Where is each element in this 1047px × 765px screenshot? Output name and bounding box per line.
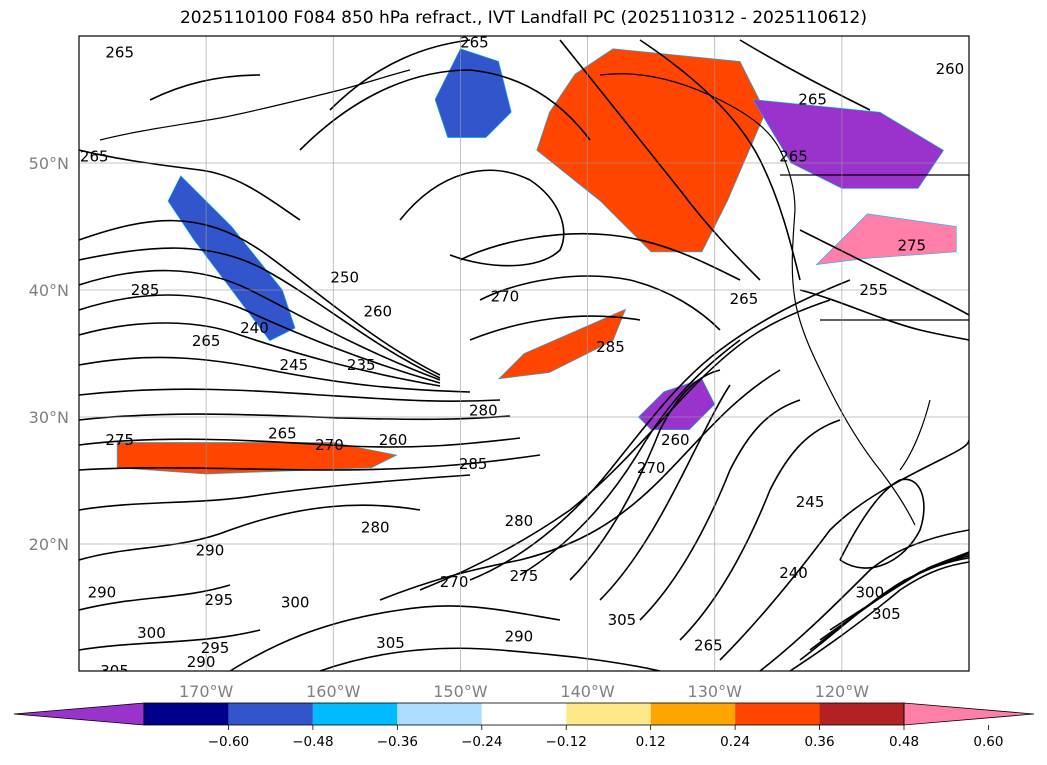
contour-label: 285 xyxy=(596,338,625,356)
colorbar-tick-label: 0.48 xyxy=(889,734,919,750)
colorbar-segment xyxy=(481,703,567,725)
longitude-tick-labels: 170°W 160°W 150°W 140°W 130°W 120°W xyxy=(179,682,869,701)
colorbar-tick-label: −0.24 xyxy=(461,734,502,750)
contour-label: 240 xyxy=(240,319,269,337)
lat-tick-label: 40°N xyxy=(29,281,69,300)
contour-label: 245 xyxy=(280,356,309,374)
colorbar-tick-label: 0.36 xyxy=(805,734,835,750)
lat-tick-label: 50°N xyxy=(29,154,69,173)
colorbar: −0.60 −0.48 −0.36 −0.24 −0.12 0.12 0.24 0.36 0.4… xyxy=(13,702,1035,750)
contour-label: 245 xyxy=(796,493,825,511)
contour-label: 270 xyxy=(637,459,666,477)
contour-label: 270 xyxy=(440,573,469,591)
shaded-region-west-coast-pink xyxy=(815,213,957,266)
contour-label: 300 xyxy=(137,624,166,642)
contour-label: 290 xyxy=(196,541,225,559)
contour-label: 260 xyxy=(363,303,392,321)
contour-label: 260 xyxy=(936,60,965,78)
colorbar-segment xyxy=(397,703,482,725)
colorbar-segment xyxy=(650,703,736,725)
contour-label: 260 xyxy=(379,431,408,449)
contour-label: 305 xyxy=(100,662,129,680)
contour-label: 265 xyxy=(105,44,134,62)
contour-label: 305 xyxy=(608,611,637,629)
coastline-layer xyxy=(99,69,969,526)
contour-label: 300 xyxy=(281,593,310,611)
colorbar-segment xyxy=(819,703,904,725)
contour-label: 280 xyxy=(505,512,534,530)
colorbar-segment xyxy=(228,703,313,725)
colorbar-segment xyxy=(144,703,229,725)
contour-label: 265 xyxy=(192,332,221,350)
lon-tick-label: 160°W xyxy=(306,682,361,701)
shaded-region-west-blue-band xyxy=(167,175,296,342)
contour-label: 275 xyxy=(510,567,539,585)
contour-label: 270 xyxy=(315,436,344,454)
colorbar-segment xyxy=(312,703,398,725)
contour-label: 265 xyxy=(730,290,759,308)
contour-label: 280 xyxy=(361,518,390,536)
colorbar-segment xyxy=(566,703,651,725)
contour-label: 305 xyxy=(376,634,405,652)
contour-label: 290 xyxy=(88,583,117,601)
contour-label: 265 xyxy=(694,637,723,655)
contour-label: 305 xyxy=(872,605,901,623)
shaded-region-north-pacific-orange xyxy=(536,48,766,253)
lon-tick-label: 130°W xyxy=(688,682,743,701)
contour-label: 240 xyxy=(779,564,808,582)
contour-label: 300 xyxy=(856,583,885,601)
contour-label: 265 xyxy=(460,33,489,51)
colorbar-tick-label: −0.60 xyxy=(208,734,249,750)
lat-tick-label: 20°N xyxy=(29,535,69,554)
colorbar-tick-label: 0.60 xyxy=(973,734,1003,750)
contour-label: 265 xyxy=(268,425,297,443)
lon-tick-label: 120°W xyxy=(815,682,870,701)
lon-tick-label: 150°W xyxy=(433,682,488,701)
contour-label: 265 xyxy=(798,91,827,109)
colorbar-frame xyxy=(143,702,905,726)
map-title: 2025110100 F084 850 hPa refract., IVT La… xyxy=(179,8,867,28)
colorbar-tick-label: −0.36 xyxy=(377,734,418,750)
colorbar-extend-high xyxy=(903,702,1035,726)
lon-tick-label: 170°W xyxy=(179,682,234,701)
contour-label: 235 xyxy=(347,356,376,374)
contour-label: 295 xyxy=(201,639,230,657)
lon-tick-label: 140°W xyxy=(560,682,615,701)
colorbar-tick-label: 0.12 xyxy=(636,734,666,750)
contour-label: 270 xyxy=(491,287,520,305)
contour-label: 285 xyxy=(459,455,488,473)
colorbar-segment xyxy=(735,703,820,725)
lat-tick-label: 30°N xyxy=(29,408,69,427)
contour-label: 275 xyxy=(105,431,134,449)
contour-label: 285 xyxy=(131,281,160,299)
contour-label: 290 xyxy=(187,653,216,671)
contour-label: 255 xyxy=(859,281,888,299)
latitude-tick-labels: 20°N 30°N 40°N 50°N xyxy=(29,154,69,554)
colorbar-extend-low xyxy=(13,702,145,726)
contour-label: 250 xyxy=(330,268,359,286)
contour-label: 265 xyxy=(80,148,109,166)
contour-label: 290 xyxy=(505,628,534,646)
contour-label: 265 xyxy=(779,148,808,166)
colorbar-tick-label: 0.24 xyxy=(720,734,750,750)
contour-label: 295 xyxy=(205,591,234,609)
colorbar-tick-label: −0.12 xyxy=(546,734,587,750)
contour-label: 275 xyxy=(897,237,926,255)
colorbar-tick-label: −0.48 xyxy=(292,734,333,750)
contour-label: 260 xyxy=(661,431,690,449)
contour-label: 280 xyxy=(469,402,498,420)
gridlines xyxy=(79,36,969,671)
